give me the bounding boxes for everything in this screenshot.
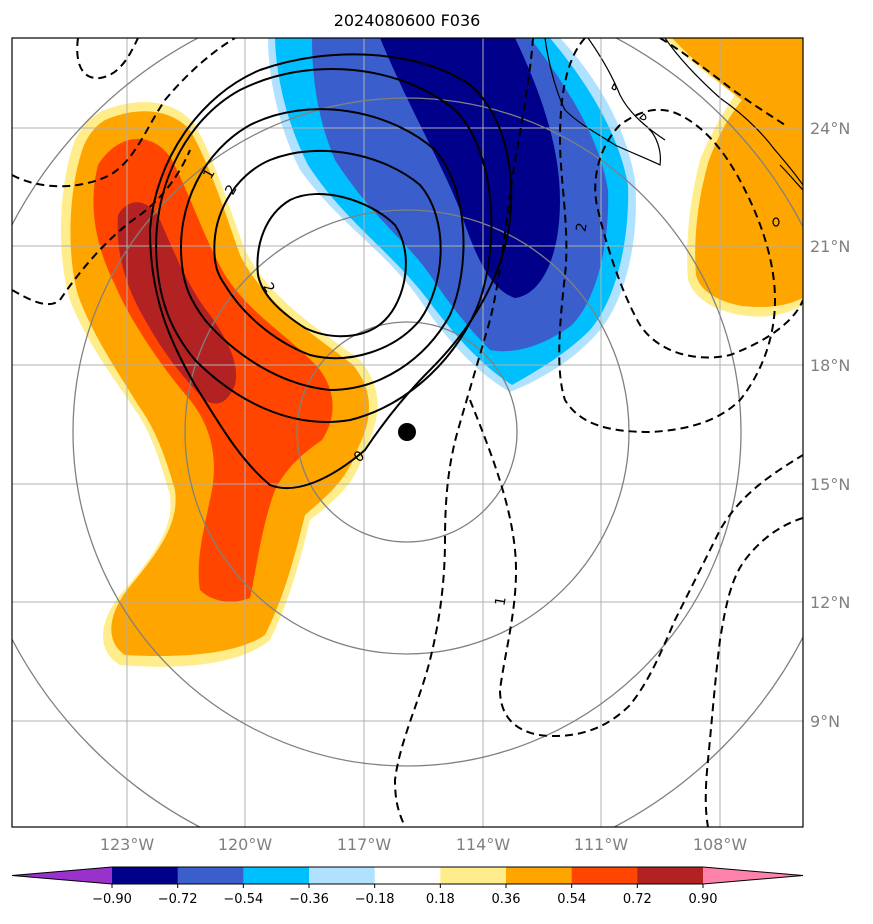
lon-tick-labels: 123°W 120°W 117°W 114°W 111°W 108°W: [100, 835, 748, 854]
colorbar: −0.90 −0.72 −0.54 −0.36 −0.18 0.18 0.36 0.54 0.7…: [11, 866, 804, 907]
colorbar-tick-label: −0.36: [289, 892, 329, 907]
colorbar-segment: [374, 867, 441, 884]
lon-tick: 108°W: [693, 835, 748, 854]
lon-tick: 111°W: [574, 835, 629, 854]
storm-center-marker: [398, 423, 416, 441]
lat-tick: 18°N: [810, 356, 850, 375]
colorbar-tick-label: −0.18: [355, 892, 395, 907]
lon-tick: 114°W: [456, 835, 511, 854]
colorbar-segment: [440, 867, 507, 884]
colorbar-tick-label: 0.18: [426, 892, 455, 907]
colorbar-tick-label: −0.90: [92, 892, 132, 907]
colorbar-extend-high: [703, 867, 803, 884]
lat-tick: 15°N: [810, 475, 850, 494]
lon-tick: 123°W: [100, 835, 155, 854]
lon-tick: 120°W: [218, 835, 273, 854]
lat-tick: 21°N: [810, 237, 850, 256]
colorbar-tick-label: 0.90: [689, 892, 718, 907]
lat-tick: 9°N: [810, 712, 840, 731]
lat-tick: 24°N: [810, 119, 850, 138]
colorbar-tick-label: 0.36: [492, 892, 521, 907]
map-area: 1 2 2 0 2 1: [12, 38, 803, 827]
map-title: 2024080600 F036: [334, 11, 481, 30]
dashed-contours: [12, 38, 803, 827]
positive-anomaly-east-shading: [665, 38, 803, 317]
colorbar-segment: [243, 867, 310, 884]
colorbar-tick-label: 0.54: [557, 892, 586, 907]
colorbar-tick-label: −0.72: [158, 892, 198, 907]
colorbar-segment: [309, 867, 376, 884]
solid-contours: [148, 53, 513, 490]
colorbar-segment: [112, 867, 179, 884]
map-frame: [11, 37, 804, 828]
colorbar-segment: [637, 867, 704, 884]
colorbar-tick-label: −0.54: [223, 892, 263, 907]
lon-tick: 117°W: [337, 835, 392, 854]
colorbar-segment: [571, 867, 638, 884]
lat-tick-labels: 24°N 21°N 18°N 15°N 12°N 9°N: [810, 119, 850, 731]
colorbar-segment: [506, 867, 573, 884]
contour-label: 2: [573, 222, 590, 234]
lat-lon-grid: [12, 38, 803, 827]
colorbar-segment: [177, 867, 244, 884]
lat-tick: 12°N: [810, 593, 850, 612]
colorbar-extend-low: [12, 867, 112, 884]
coastline: [544, 38, 803, 227]
contour-label: 1: [492, 596, 509, 608]
colorbar-tick-label: 0.72: [623, 892, 652, 907]
